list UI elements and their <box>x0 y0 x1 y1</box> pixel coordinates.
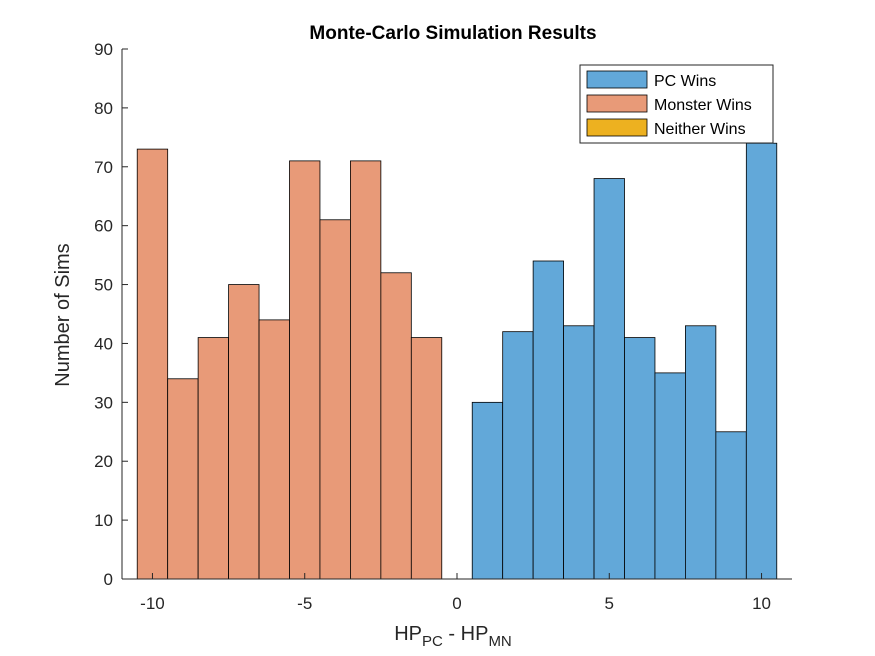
bar-monster-wins--4 <box>319 219 351 579</box>
legend: PC Wins Monster Wins Neither Wins <box>579 64 774 144</box>
bar-monster-wins--1 <box>410 337 443 579</box>
x-tick-label: 5 <box>605 594 614 613</box>
bar-pc-wins-1 <box>471 401 504 579</box>
bar-pc-wins-9 <box>715 431 747 579</box>
bar-monster-wins--3 <box>350 160 382 579</box>
bar-pc-wins-3 <box>532 260 564 579</box>
bar-pc-wins-4 <box>563 325 595 579</box>
bar-pc-wins-7 <box>654 372 686 579</box>
bar-pc-wins-6 <box>624 337 656 579</box>
bar-monster-wins--6 <box>258 319 290 579</box>
legend-label: Monster Wins <box>654 97 752 114</box>
bar-monster-wins--8 <box>197 337 229 579</box>
y-tick-label: 80 <box>94 99 113 118</box>
y-tick-label: 30 <box>94 393 113 412</box>
legend-label: PC Wins <box>654 73 716 90</box>
legend-label: Neither Wins <box>654 121 746 138</box>
y-tick-label: 90 <box>94 40 113 59</box>
x-label-hp-mn: - HP <box>443 623 489 645</box>
bar-monster-wins--5 <box>289 160 321 579</box>
bar-pc-wins-5 <box>593 178 625 579</box>
bar-monster-wins--9 <box>167 378 199 579</box>
bar-monster-wins--10 <box>136 148 169 579</box>
bar-pc-wins-2 <box>502 331 534 579</box>
x-axis-label: HPPC - HPMN <box>394 623 512 650</box>
x-label-sub-pc: PC <box>422 633 443 650</box>
y-tick-label: 20 <box>94 452 113 471</box>
legend-swatch <box>586 94 648 113</box>
y-tick-label: 70 <box>94 158 113 177</box>
y-tick-label: 60 <box>94 217 113 236</box>
x-tick-label: -10 <box>140 594 165 613</box>
chart-title: Monte-Carlo Simulation Results <box>309 23 596 44</box>
legend-swatch <box>586 70 648 89</box>
y-tick-label: 50 <box>94 276 113 295</box>
y-tick-label: 40 <box>94 334 113 353</box>
x-tick-label: 0 <box>452 594 461 613</box>
bar-pc-wins-8 <box>685 325 717 579</box>
bar-pc-wins-10 <box>745 142 778 579</box>
legend-swatch <box>586 118 648 137</box>
x-label-sub-mn: MN <box>488 633 511 650</box>
bar-monster-wins--7 <box>228 284 260 579</box>
y-axis-label: Number of Sims <box>52 243 74 386</box>
bar-monster-wins--2 <box>380 272 412 579</box>
x-label-hp-pc: HP <box>394 623 422 645</box>
x-tick-label: 10 <box>752 594 771 613</box>
x-tick-label: -5 <box>297 594 312 613</box>
y-tick-label: 0 <box>104 570 113 589</box>
bars-layer <box>136 142 778 579</box>
y-tick-label: 10 <box>94 511 113 530</box>
axes-layer: 0 10 20 30 40 50 60 70 80 90 -10 -5 0 5 10 <box>94 40 792 613</box>
